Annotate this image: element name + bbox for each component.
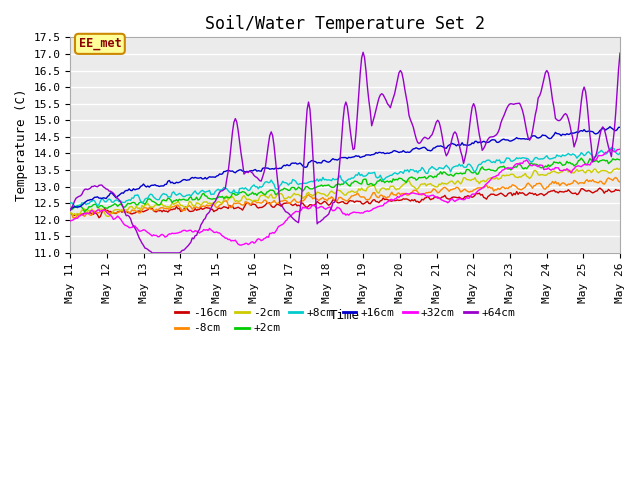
Legend: -16cm, -8cm, -2cm, +2cm, +8cm, +16cm, +32cm, +64cm: -16cm, -8cm, -2cm, +2cm, +8cm, +16cm, +3… (171, 303, 520, 338)
X-axis label: Time: Time (330, 309, 360, 322)
Y-axis label: Temperature (C): Temperature (C) (15, 89, 28, 202)
Text: EE_met: EE_met (79, 37, 121, 50)
Title: Soil/Water Temperature Set 2: Soil/Water Temperature Set 2 (205, 15, 485, 33)
